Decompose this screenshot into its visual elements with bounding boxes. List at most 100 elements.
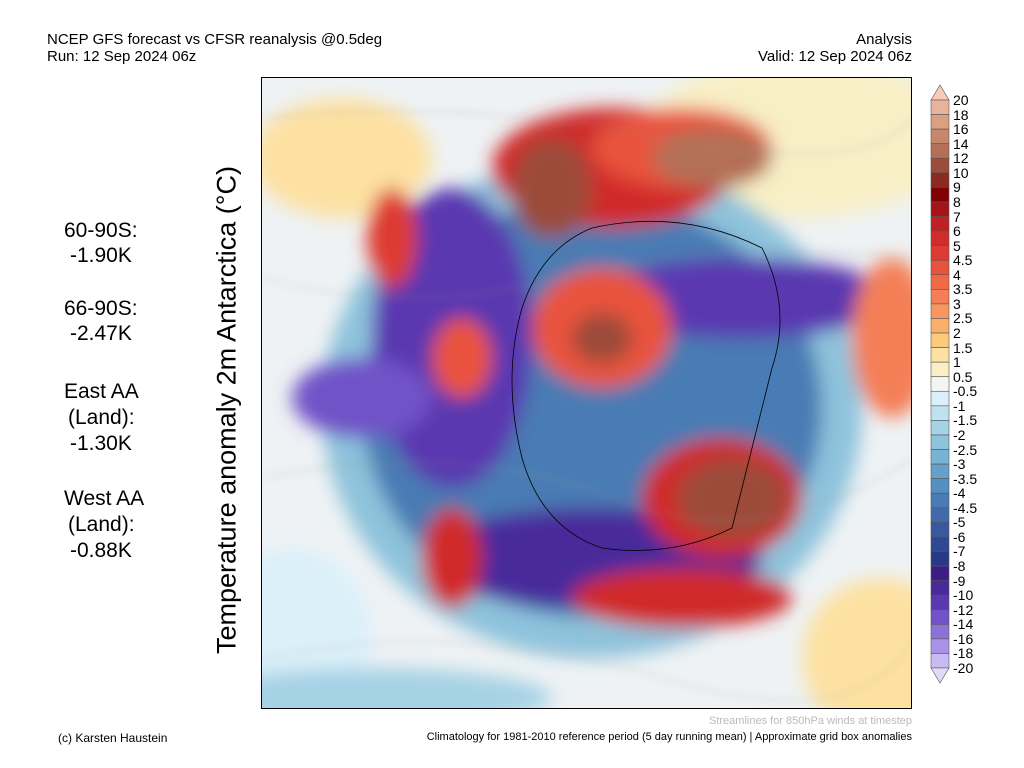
anomaly-field [262, 78, 911, 708]
colorbar-segment [930, 449, 950, 465]
colorbar-label: 14 [953, 135, 969, 152]
stat-value: -0.88K [70, 539, 132, 562]
colorbar-label: -8 [953, 558, 966, 575]
climatology-note: Climatology for 1981-2010 reference peri… [426, 731, 912, 743]
y-axis-title: Temperature anomaly 2m Antarctica (°C) [211, 166, 242, 654]
colorbar-segment [930, 318, 950, 334]
colorbar-segment [930, 347, 950, 363]
colorbar-label: 6 [953, 223, 961, 240]
stat-subregion: (Land): [68, 513, 135, 536]
colorbar-segment [930, 478, 950, 494]
colorbar-segment [930, 536, 950, 552]
colorbar-label: -1 [953, 397, 966, 414]
colorbar [930, 84, 950, 684]
colorbar-label: 10 [953, 164, 969, 181]
colorbar-segment [930, 99, 950, 115]
colorbar-segment [930, 434, 950, 450]
colorbar-segment [930, 114, 950, 130]
stat-value: -1.30K [70, 432, 132, 455]
colorbar-label: 7 [953, 208, 961, 225]
colorbar-label: -3 [953, 456, 966, 473]
colorbar-label: 18 [953, 106, 969, 123]
colorbar-label: -18 [953, 645, 974, 662]
colorbar-segment [930, 463, 950, 479]
colorbar-segment [930, 216, 950, 232]
colorbar-segment [930, 667, 950, 684]
colorbar-label: 1 [953, 354, 961, 371]
colorbar-segment [930, 274, 950, 290]
colorbar-label: 12 [953, 150, 969, 167]
colorbar-segment [930, 405, 950, 421]
colorbar-label: 16 [953, 121, 969, 138]
stat-region: West AA [64, 487, 145, 510]
colorbar-label: 1.5 [953, 339, 973, 356]
colorbar-label: 5 [953, 237, 961, 254]
colorbar-label: -0.5 [953, 383, 978, 400]
colorbar-label: 20 [953, 92, 969, 108]
colorbar-segment [930, 187, 950, 203]
colorbar-segment [930, 230, 950, 246]
colorbar-segment [930, 289, 950, 305]
colorbar-label: 2.5 [953, 310, 973, 327]
colorbar-label: 0.5 [953, 368, 973, 385]
colorbar-label: -9 [953, 572, 966, 589]
colorbar-segment [930, 245, 950, 261]
colorbar-label: -7 [953, 543, 966, 560]
stat-value: -1.90K [70, 244, 132, 267]
colorbar-segment [930, 376, 950, 392]
colorbar-segment [930, 551, 950, 567]
colorbar-label: -12 [953, 601, 974, 618]
colorbar-segment [930, 507, 950, 523]
colorbar-segment [930, 492, 950, 509]
colorbar-label: -10 [953, 587, 974, 604]
colorbar-segment [930, 390, 950, 407]
colorbar-segment [930, 638, 950, 654]
stat-region: East AA [64, 380, 139, 403]
colorbar-segment [930, 624, 950, 640]
colorbar-label: 4 [953, 266, 961, 283]
colorbar-label: -5 [953, 514, 966, 531]
run-time: Run: 12 Sep 2024 06z [47, 48, 197, 65]
colorbar-segment [930, 565, 950, 581]
colorbar-segment [930, 128, 950, 144]
colorbar-segment [930, 84, 950, 101]
colorbar-label: -2 [953, 426, 966, 443]
anomaly-map [261, 77, 912, 709]
stat-region: 60-90S: [64, 219, 138, 242]
colorbar-label: -14 [953, 616, 974, 633]
stat-value: -2.47K [70, 322, 132, 345]
colorbar-label: -6 [953, 528, 966, 545]
colorbar-label: -2.5 [953, 441, 978, 458]
colorbar-label: 8 [953, 193, 961, 210]
colorbar-segment [930, 201, 950, 217]
colorbar-segment [930, 332, 950, 348]
colorbar-segment [930, 303, 950, 319]
stat-subregion: (Land): [68, 406, 135, 429]
colorbar-segment [930, 172, 950, 188]
colorbar-label: -3.5 [953, 470, 978, 487]
colorbar-segment [930, 420, 950, 436]
colorbar-label: 9 [953, 179, 961, 196]
colorbar-segment [930, 580, 950, 596]
chart-title: NCEP GFS forecast vs CFSR reanalysis @0.… [47, 31, 383, 48]
streamline-note: Streamlines for 850hPa winds at timestep [709, 715, 912, 727]
colorbar-label: -4 [953, 485, 966, 502]
stat-region: 66-90S: [64, 297, 138, 320]
colorbar-label: -16 [953, 630, 974, 647]
colorbar-label: -1.5 [953, 412, 978, 429]
colorbar-segment [930, 609, 950, 625]
credit: (c) Karsten Haustein [58, 731, 168, 745]
colorbar-segment [930, 143, 950, 159]
colorbar-segment [930, 594, 950, 611]
mode-label: Analysis [856, 31, 912, 48]
colorbar-segment [930, 259, 950, 276]
colorbar-segment [930, 653, 950, 669]
valid-time: Valid: 12 Sep 2024 06z [757, 48, 912, 65]
colorbar-label: -20 [953, 660, 974, 676]
colorbar-label: 4.5 [953, 252, 973, 269]
colorbar-label: 2 [953, 325, 961, 342]
colorbar-label: -4.5 [953, 499, 978, 516]
colorbar-label: 3.5 [953, 281, 973, 298]
colorbar-segment [930, 522, 950, 538]
colorbar-label: 3 [953, 295, 961, 312]
